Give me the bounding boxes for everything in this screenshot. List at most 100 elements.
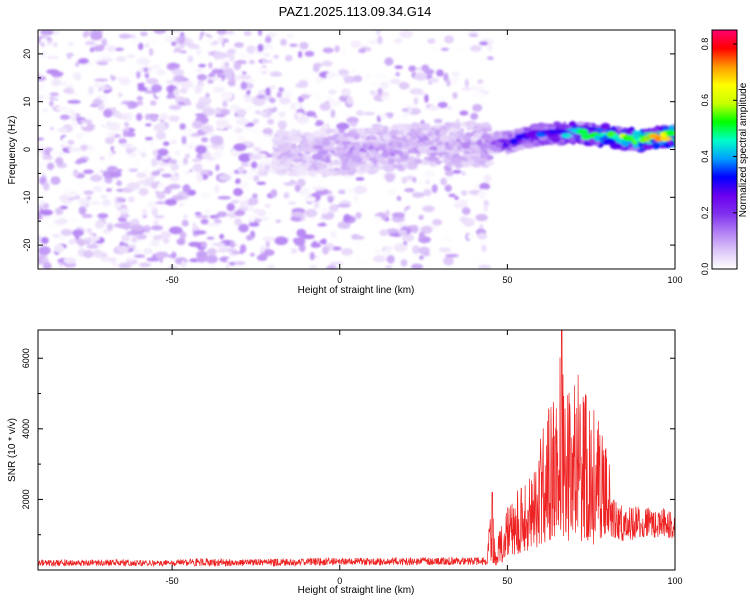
spectrogram-cell (250, 127, 262, 136)
spectrogram-cell (179, 203, 185, 207)
spectrogram-cell (119, 213, 130, 218)
spectrogram-cell (92, 185, 103, 193)
spectrogram-cell (205, 254, 218, 264)
spectrogram-cell (346, 96, 354, 105)
spectrogram-cell (246, 82, 252, 89)
spectrogram-cell (46, 162, 55, 171)
spectrogram-cell (428, 161, 435, 167)
snr-frame (37, 329, 676, 571)
spectrogram-cell (452, 169, 462, 174)
spectrogram-cell (118, 138, 127, 145)
spectrogram-cell (250, 161, 258, 169)
spectrogram-cell (276, 91, 283, 98)
spectrogram-cell (295, 103, 300, 110)
spectrogram-cell (453, 122, 462, 128)
spectrogram-cell (267, 210, 275, 215)
spectrogram-cell (150, 239, 160, 247)
spectrogram-cell (368, 40, 379, 44)
spectrogram-cell (132, 159, 144, 166)
spectrogram-cell (432, 46, 437, 55)
spectrogram-cell (363, 111, 376, 116)
spectrogram-cell (130, 34, 137, 39)
spectrogram-cell (352, 75, 363, 83)
spectrogram-cell (157, 148, 169, 157)
spectrogram-cell (148, 47, 154, 56)
spectrogram-cell (184, 41, 189, 46)
spectrogram-cell (443, 256, 454, 266)
spectrogram-cell (413, 97, 419, 106)
spectrogram-cell (668, 140, 673, 146)
spectrogram-cell (169, 174, 180, 182)
colorbar: 0.0 0.2 0.4 0.6 0.8 Normalized spectral ampl… (700, 29, 749, 275)
spectrogram-cell (94, 78, 109, 82)
spectrogram-cell (116, 197, 125, 202)
spectrogram-cell (363, 167, 371, 172)
spectrogram-cell (277, 120, 288, 130)
spectrogram-cell (219, 37, 224, 44)
spectrogram-cell (425, 179, 431, 185)
spectrogram-cell (239, 199, 249, 209)
spectrogram-cell (448, 193, 456, 198)
spectrogram-cell (79, 119, 93, 124)
spectrogram-cell (337, 221, 351, 230)
spectrogram-cell (42, 262, 52, 269)
spectrogram-cell (444, 154, 453, 160)
spectrogram-cell (94, 82, 100, 88)
spectrogram-cell (226, 203, 235, 212)
spectrogram-cell (444, 35, 454, 44)
spectrogram-cell (461, 207, 471, 215)
spectrogram-cell (159, 45, 166, 54)
spectrogram-cell (322, 170, 335, 177)
spectrogram-ytick-label: 10 (22, 97, 32, 107)
spectrogram-cell (258, 111, 267, 116)
spectrogram-cell (128, 152, 137, 157)
spectrogram-cell (411, 135, 418, 140)
spectrogram-cell (388, 189, 396, 196)
spectrogram-cell (269, 85, 276, 90)
spectrogram-cell (144, 136, 154, 141)
spectrogram-cell (235, 60, 247, 65)
spectrogram-cell (200, 241, 208, 248)
spectrogram-xtick-label: 0 (337, 275, 342, 285)
spectrogram-cell (405, 135, 412, 141)
spectrogram-cell (328, 163, 334, 168)
spectrogram-cell (401, 108, 409, 112)
spectrogram-cell (296, 115, 309, 124)
spectrogram-cell (168, 159, 178, 164)
spectrogram-cell (358, 48, 367, 54)
spectrogram-cell (275, 219, 281, 224)
spectrogram-ytick-label: 0 (22, 147, 32, 152)
spectrogram-cell (128, 168, 138, 173)
spectrogram-cell (48, 51, 57, 57)
spectrogram-cell (115, 168, 123, 173)
spectrogram-cell (164, 186, 172, 194)
spectrogram-cell (621, 140, 629, 147)
spectrogram-cell (274, 77, 285, 85)
spectrogram-cell (272, 156, 278, 164)
spectrogram-cell (448, 140, 454, 145)
spectrogram-cell (178, 35, 185, 44)
spectrogram-cell (210, 135, 224, 145)
spectrogram-ytick-label: -20 (22, 239, 32, 252)
spectrogram-cell (130, 224, 144, 232)
spectrogram-cell (603, 139, 610, 146)
colorbar-gradient (711, 29, 738, 270)
spectrogram-cell (138, 42, 144, 51)
spectrogram-cell (392, 164, 404, 169)
spectrogram-cell (238, 223, 249, 233)
spectrogram-cell (359, 135, 366, 140)
spectrogram-cell (253, 174, 260, 182)
spectrogram-cell (298, 243, 306, 253)
spectrogram-cell (133, 247, 141, 257)
spectrogram-cell (446, 176, 454, 180)
spectrogram-cell (334, 228, 346, 232)
spectrogram-cell (269, 97, 276, 104)
spectrogram-cell (227, 79, 237, 87)
spectrogram-cell (413, 72, 427, 81)
spectrogram-cell (249, 168, 258, 173)
snr-ticks: -50 0 50 100 2000 4000 6000 (21, 330, 683, 586)
spectrogram-cell (484, 160, 495, 166)
spectrogram-ylabel: Frequency (Hz) (7, 116, 18, 185)
spectrogram-cell (195, 48, 202, 56)
spectrogram-cell (118, 262, 130, 269)
